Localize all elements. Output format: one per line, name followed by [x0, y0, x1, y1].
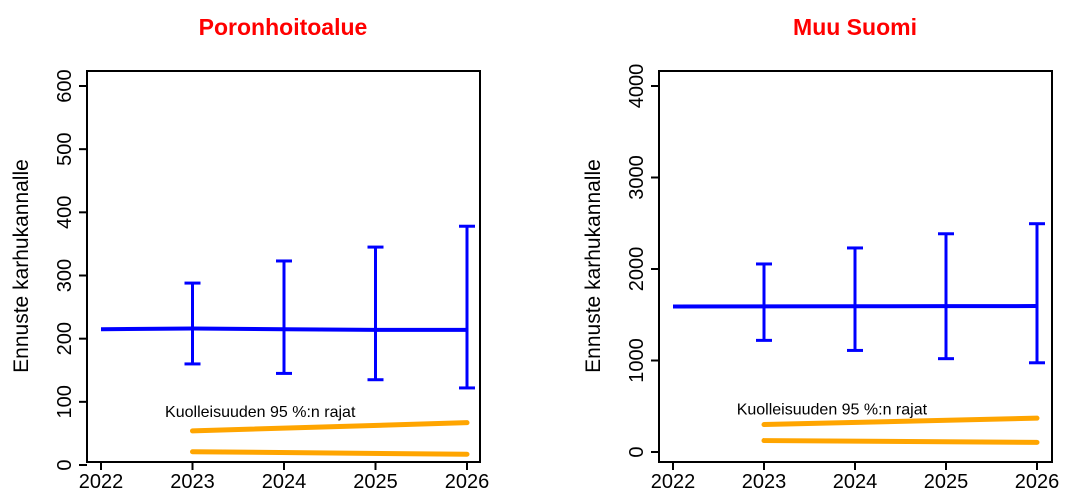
x-tick-label: 2026: [1015, 471, 1060, 493]
x-tick-label: 2023: [742, 471, 787, 493]
chart-panel-poronhoitoalue: Poronhoitoalue Ennuste karhukannalle 0 10…: [10, 14, 489, 493]
forecast-series: [100, 326, 467, 332]
y-tick-label: 400: [54, 196, 76, 229]
x-tick-label: 2024: [262, 471, 307, 493]
x-tick-label: 2024: [833, 471, 878, 493]
forecast-line: [100, 326, 467, 332]
mortality-upper-line: [190, 420, 470, 434]
y-tick-label: 300: [54, 259, 76, 292]
x-tick-label: 2026: [445, 471, 490, 493]
y-tick-label: 100: [54, 385, 76, 418]
y-tick-label: 0: [54, 459, 76, 470]
mortality-annotation: Kuolleisuuden 95 %:n rajat: [737, 401, 928, 418]
mortality-lines: [761, 415, 1040, 445]
y-tick-label: 2000: [626, 247, 648, 292]
chart-title: Poronhoitoalue: [199, 14, 368, 40]
y-tick-label: 1000: [626, 338, 648, 383]
mortality-upper-line: [761, 415, 1040, 428]
chart-title: Muu Suomi: [793, 14, 917, 40]
y-tick-label: 500: [54, 132, 76, 165]
x-axis-ticks: 2022 2023 2024 2025 2026: [79, 462, 490, 493]
error-bars: [184, 224, 475, 390]
y-tick-label: 600: [54, 69, 76, 102]
mortality-annotation: Kuolleisuuden 95 %:n rajat: [165, 404, 356, 421]
y-tick-label: 0: [626, 446, 648, 457]
x-tick-label: 2023: [170, 471, 215, 493]
x-tick-label: 2025: [353, 471, 398, 493]
y-axis-label: Ennuste karhukannalle: [10, 159, 33, 373]
y-axis-label: Ennuste karhukannalle: [582, 159, 605, 373]
mortality-lower-line: [761, 438, 1040, 445]
x-axis-ticks: 2022 2023 2024 2025 2026: [651, 462, 1060, 493]
mortality-lower-line: [190, 449, 470, 457]
y-tick-label: 3000: [626, 155, 648, 200]
chart-panel-muu-suomi: Muu Suomi Ennuste karhukannalle 0 1000 200…: [582, 14, 1059, 493]
y-axis-ticks: 0 1000 2000 3000 4000: [626, 64, 659, 458]
x-tick-label: 2025: [924, 471, 969, 493]
y-tick-label: 4000: [626, 64, 648, 109]
x-tick-label: 2022: [651, 471, 696, 493]
x-tick-label: 2022: [79, 471, 124, 493]
y-tick-label: 200: [54, 322, 76, 355]
y-axis-ticks: 0 100 200 300 400 500 600: [54, 69, 87, 471]
mortality-lines: [190, 420, 470, 457]
error-bars: [756, 222, 1045, 365]
